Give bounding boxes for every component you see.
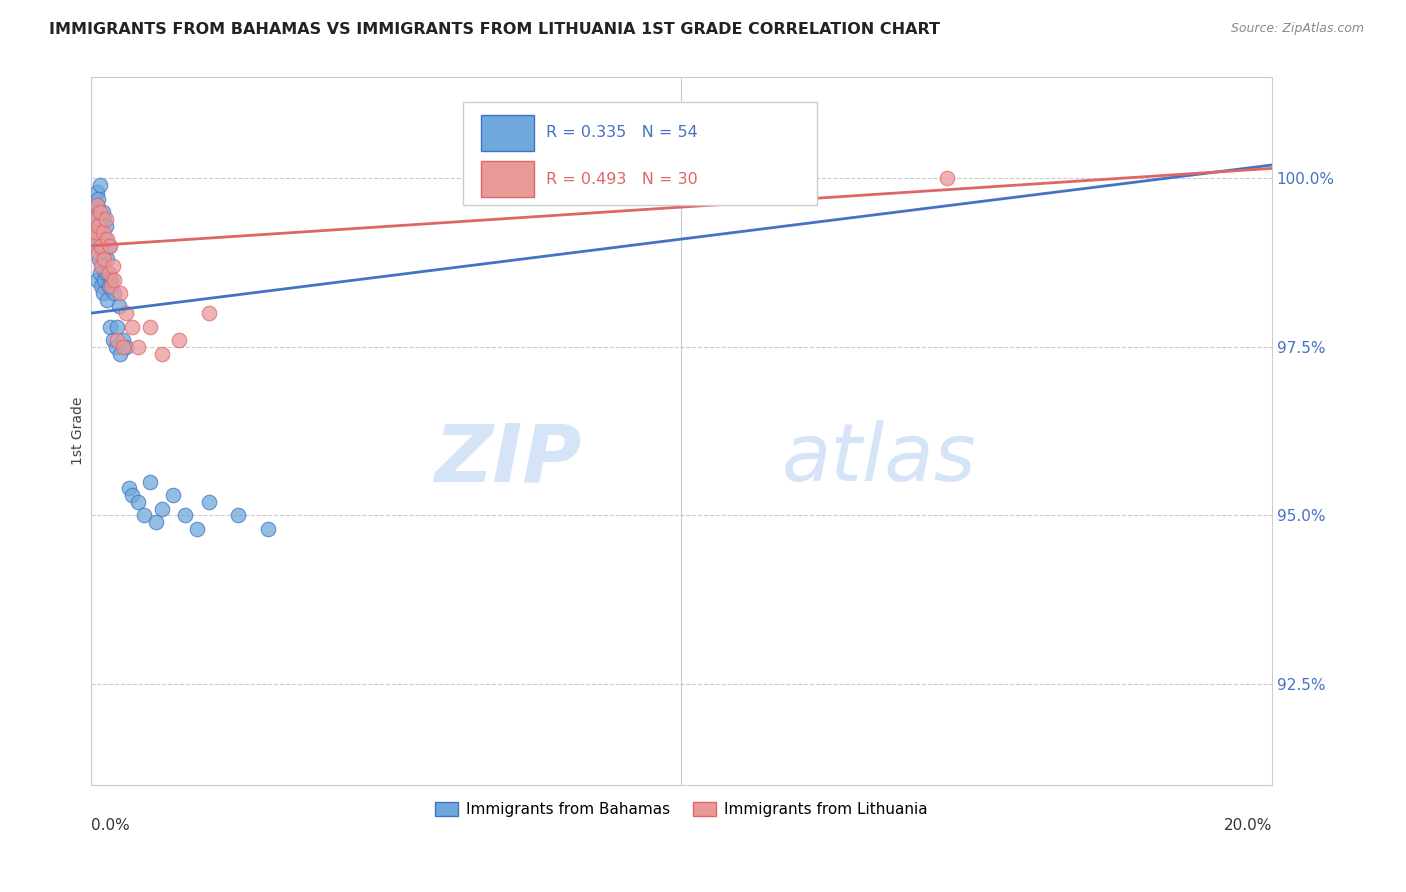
- Point: [104, 340, 127, 354]
- Point: [112, 333, 135, 347]
- Text: Source: ZipAtlas.com: Source: ZipAtlas.com: [1230, 22, 1364, 36]
- Point: [94, 211, 117, 226]
- Point: [139, 319, 162, 334]
- Point: [121, 488, 143, 502]
- Point: [98, 279, 121, 293]
- FancyBboxPatch shape: [463, 103, 817, 205]
- Text: 0.0%: 0.0%: [91, 818, 129, 833]
- Point: [228, 508, 250, 523]
- Point: [89, 266, 111, 280]
- Point: [94, 232, 117, 246]
- Point: [96, 232, 118, 246]
- Point: [641, 165, 664, 179]
- Point: [93, 252, 115, 267]
- Point: [100, 272, 122, 286]
- Point: [83, 225, 105, 239]
- Point: [162, 488, 184, 502]
- Point: [110, 346, 132, 360]
- Point: [89, 225, 111, 239]
- Point: [90, 239, 112, 253]
- Point: [105, 333, 128, 347]
- Point: [108, 300, 131, 314]
- Point: [83, 232, 105, 246]
- Point: [87, 192, 110, 206]
- Point: [110, 285, 132, 300]
- Point: [198, 495, 221, 509]
- Point: [90, 259, 112, 273]
- Point: [101, 333, 124, 347]
- Point: [96, 293, 118, 307]
- Point: [103, 259, 125, 273]
- Point: [86, 198, 108, 212]
- Point: [115, 306, 138, 320]
- Point: [97, 266, 120, 280]
- Point: [87, 245, 110, 260]
- Point: [150, 501, 173, 516]
- Y-axis label: 1st Grade: 1st Grade: [72, 397, 86, 466]
- Point: [96, 252, 118, 267]
- Point: [139, 475, 162, 489]
- Point: [87, 232, 110, 246]
- Point: [186, 522, 208, 536]
- Point: [198, 306, 221, 320]
- Point: [103, 285, 125, 300]
- Bar: [481, 115, 534, 151]
- Point: [105, 319, 128, 334]
- Point: [150, 346, 173, 360]
- Point: [641, 165, 664, 179]
- Legend: Immigrants from Bahamas, Immigrants from Lithuania: Immigrants from Bahamas, Immigrants from…: [429, 796, 934, 823]
- Point: [118, 481, 141, 495]
- Point: [145, 515, 167, 529]
- Point: [94, 266, 117, 280]
- Point: [84, 211, 107, 226]
- Text: R = 0.493   N = 30: R = 0.493 N = 30: [546, 171, 697, 186]
- Point: [103, 272, 125, 286]
- Point: [115, 340, 138, 354]
- Point: [89, 205, 111, 219]
- Point: [86, 272, 108, 286]
- Point: [83, 205, 105, 219]
- Point: [121, 319, 143, 334]
- Point: [90, 279, 112, 293]
- Text: atlas: atlas: [782, 420, 977, 499]
- Point: [87, 219, 110, 233]
- Point: [936, 171, 959, 186]
- Point: [84, 219, 107, 233]
- Text: R = 0.335   N = 54: R = 0.335 N = 54: [546, 126, 697, 140]
- Point: [89, 178, 111, 193]
- Point: [84, 239, 107, 253]
- Point: [93, 211, 115, 226]
- Point: [91, 259, 114, 273]
- Point: [91, 205, 114, 219]
- Point: [84, 225, 107, 239]
- Point: [127, 495, 149, 509]
- Text: 20.0%: 20.0%: [1223, 818, 1272, 833]
- Point: [132, 508, 155, 523]
- Point: [84, 211, 107, 226]
- Point: [523, 171, 546, 186]
- Point: [98, 319, 121, 334]
- Point: [100, 279, 122, 293]
- Text: ZIP: ZIP: [433, 420, 581, 499]
- Point: [174, 508, 197, 523]
- Text: IMMIGRANTS FROM BAHAMAS VS IMMIGRANTS FROM LITHUANIA 1ST GRADE CORRELATION CHART: IMMIGRANTS FROM BAHAMAS VS IMMIGRANTS FR…: [49, 22, 941, 37]
- Point: [169, 333, 191, 347]
- Point: [98, 239, 121, 253]
- Point: [97, 239, 120, 253]
- Bar: [481, 161, 534, 197]
- Point: [86, 185, 108, 199]
- Point: [93, 272, 115, 286]
- Point: [91, 285, 114, 300]
- Point: [86, 198, 108, 212]
- Point: [127, 340, 149, 354]
- Point: [91, 225, 114, 239]
- Point: [257, 522, 280, 536]
- Point: [94, 219, 117, 233]
- Point: [91, 245, 114, 260]
- Point: [87, 252, 110, 267]
- Point: [112, 340, 135, 354]
- Point: [90, 239, 112, 253]
